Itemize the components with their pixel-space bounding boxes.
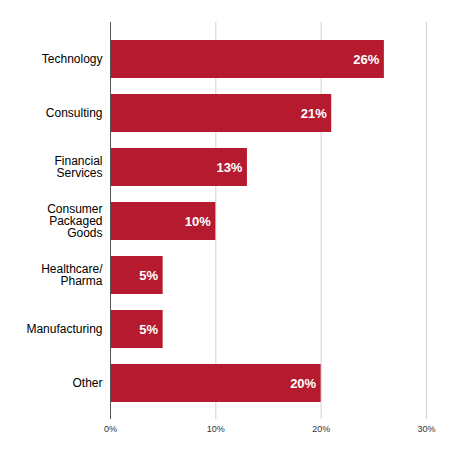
svg-text:10%: 10% xyxy=(207,424,225,434)
svg-text:26%: 26% xyxy=(353,52,379,67)
svg-text:Healthcare/Pharma: Healthcare/Pharma xyxy=(41,262,103,288)
svg-text:20%: 20% xyxy=(312,424,330,434)
svg-text:ConsumerPackagedGoods: ConsumerPackagedGoods xyxy=(47,202,102,240)
svg-text:10%: 10% xyxy=(185,214,211,229)
svg-text:Technology: Technology xyxy=(42,52,103,66)
svg-text:Manufacturing: Manufacturing xyxy=(26,322,102,336)
svg-text:13%: 13% xyxy=(216,160,242,175)
svg-text:30%: 30% xyxy=(417,424,435,434)
svg-text:5%: 5% xyxy=(139,322,158,337)
svg-text:21%: 21% xyxy=(301,106,327,121)
svg-text:5%: 5% xyxy=(139,268,158,283)
svg-text:0%: 0% xyxy=(104,424,117,434)
svg-text:Other: Other xyxy=(72,376,102,390)
svg-text:20%: 20% xyxy=(290,376,316,391)
svg-text:FinancialServices: FinancialServices xyxy=(54,154,102,180)
svg-text:Consulting: Consulting xyxy=(46,106,103,120)
